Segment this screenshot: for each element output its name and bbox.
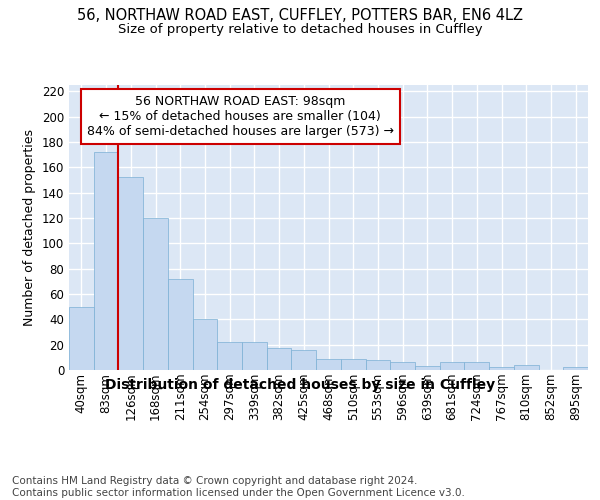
Bar — [390, 362, 415, 370]
Bar — [118, 178, 143, 370]
Y-axis label: Number of detached properties: Number of detached properties — [23, 129, 36, 326]
Bar — [464, 362, 489, 370]
Text: Distribution of detached houses by size in Cuffley: Distribution of detached houses by size … — [105, 378, 495, 392]
Bar — [415, 366, 440, 370]
Bar — [193, 320, 217, 370]
Bar — [217, 342, 242, 370]
Text: 56, NORTHAW ROAD EAST, CUFFLEY, POTTERS BAR, EN6 4LZ: 56, NORTHAW ROAD EAST, CUFFLEY, POTTERS … — [77, 8, 523, 22]
Text: 56 NORTHAW ROAD EAST: 98sqm
← 15% of detached houses are smaller (104)
84% of se: 56 NORTHAW ROAD EAST: 98sqm ← 15% of det… — [87, 95, 394, 138]
Bar — [341, 358, 365, 370]
Bar — [365, 360, 390, 370]
Bar — [69, 306, 94, 370]
Bar — [143, 218, 168, 370]
Bar — [168, 279, 193, 370]
Bar — [267, 348, 292, 370]
Bar — [292, 350, 316, 370]
Text: Contains HM Land Registry data © Crown copyright and database right 2024.
Contai: Contains HM Land Registry data © Crown c… — [12, 476, 465, 498]
Bar — [489, 368, 514, 370]
Bar — [316, 358, 341, 370]
Bar — [440, 362, 464, 370]
Bar — [514, 365, 539, 370]
Text: Size of property relative to detached houses in Cuffley: Size of property relative to detached ho… — [118, 22, 482, 36]
Bar — [563, 368, 588, 370]
Bar — [94, 152, 118, 370]
Bar — [242, 342, 267, 370]
